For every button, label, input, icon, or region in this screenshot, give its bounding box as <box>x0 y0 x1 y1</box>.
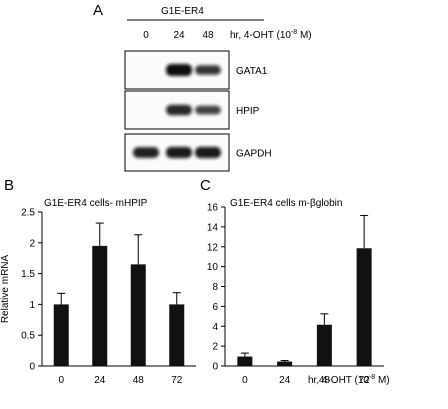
band-hpip-24 <box>166 104 192 116</box>
y-tick-label: 2 <box>212 342 218 353</box>
timepoint-label-48: 48 <box>202 30 214 41</box>
bar-0 <box>237 356 253 366</box>
band-gata1-24 <box>166 64 192 76</box>
panel-letter: B <box>4 177 14 194</box>
timepoint-unit-label: hr, 4-OHT (10-8 M) <box>230 29 312 41</box>
x-tick-label-72: 72 <box>359 375 371 386</box>
x-tick-label-0: 0 <box>58 375 64 386</box>
y-tick-label: 0.5 <box>21 331 35 342</box>
y-tick-label: 2 <box>29 238 35 249</box>
y-tick-label: 1.5 <box>21 269 35 280</box>
y-tick-label: 10 <box>207 262 219 273</box>
cell-line-label: G1E-ER4 <box>161 6 204 17</box>
y-tick-label: 16 <box>207 203 219 214</box>
timepoint-label-24: 24 <box>173 30 185 41</box>
western-blots: GATA1 HPIP GAPDH <box>124 50 272 172</box>
blot-label-hpip: HPIP <box>236 106 260 117</box>
timepoint-labels: 0 24 48 <box>143 30 214 41</box>
bar-72 <box>169 304 185 366</box>
y-tick-label: 6 <box>212 302 218 313</box>
x-tick-label-72: 72 <box>171 375 183 386</box>
bar-72 <box>356 248 372 366</box>
band-gapdh-0 <box>133 147 159 158</box>
chart-title: G1E-ER4 cells- mHPIP <box>44 198 148 209</box>
timepoint-label-0: 0 <box>143 30 149 41</box>
x-tick-label-0: 0 <box>242 375 248 386</box>
blot-gata1: GATA1 <box>124 50 268 90</box>
band-hpip-48 <box>195 105 221 115</box>
band-gapdh-24 <box>166 146 192 159</box>
chart-title: G1E-ER4 cells m-βglobin <box>230 198 342 209</box>
band-gapdh-48 <box>195 146 221 159</box>
y-tick-label: 2.5 <box>21 208 35 219</box>
blot-label-gata1: GATA1 <box>236 66 268 77</box>
bar-24 <box>277 361 293 366</box>
y-tick-label: 0 <box>212 362 218 373</box>
blot-hpip: HPIP <box>124 90 260 130</box>
x-tick-label-48: 48 <box>319 375 331 386</box>
x-tick-label-24: 24 <box>94 375 106 386</box>
bar-48 <box>316 324 332 366</box>
y-tick-label: 4 <box>212 322 218 333</box>
panel-letter: C <box>200 177 211 194</box>
y-tick-label: 12 <box>207 242 219 253</box>
y-axis-label: Relative mRNA <box>0 255 11 324</box>
blot-label-gapdh: GAPDH <box>236 149 272 160</box>
y-tick-label: 0 <box>29 362 35 373</box>
y-tick-label: 14 <box>207 222 219 233</box>
y-tick-label: 1 <box>29 300 35 311</box>
bar-24 <box>92 245 108 366</box>
panel-a-letter: A <box>93 2 103 19</box>
x-tick-label-48: 48 <box>133 375 145 386</box>
blot-gapdh: GAPDH <box>124 133 272 172</box>
chart-b: B G1E-ER4 cells- mHPIP 0 0.5 1 1.5 2 2.5 Relativ… <box>0 177 196 386</box>
x-tick-label-24: 24 <box>279 375 291 386</box>
bar-0 <box>53 304 69 366</box>
band-gata1-48 <box>195 65 221 75</box>
x-axis-label: hr, 4-OHT (10-8 M) <box>308 374 390 386</box>
y-tick-label: 8 <box>212 282 218 293</box>
bar-48 <box>130 264 146 366</box>
